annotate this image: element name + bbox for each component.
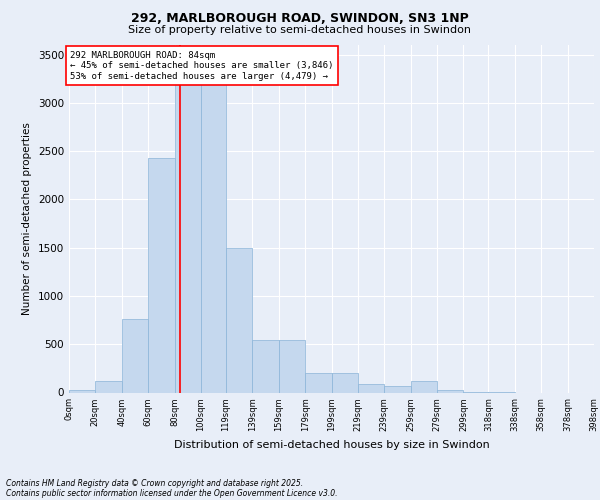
Text: Size of property relative to semi-detached houses in Swindon: Size of property relative to semi-detach… [128,25,472,35]
Bar [331,373,358,392]
Bar [253,340,279,392]
Bar [148,158,175,392]
Y-axis label: Number of semi-detached properties: Number of semi-detached properties [22,122,32,315]
Text: Contains public sector information licensed under the Open Government Licence v3: Contains public sector information licen… [6,488,337,498]
Bar [305,373,331,392]
Bar [95,381,122,392]
Bar [437,390,463,392]
Bar [69,390,95,392]
Bar [410,381,437,392]
Bar [384,386,410,392]
Bar [358,384,384,392]
Bar [201,76,226,392]
Text: 292 MARLBOROUGH ROAD: 84sqm
← 45% of semi-detached houses are smaller (3,846)
53: 292 MARLBOROUGH ROAD: 84sqm ← 45% of sem… [70,51,334,80]
Text: 292, MARLBOROUGH ROAD, SWINDON, SN3 1NP: 292, MARLBOROUGH ROAD, SWINDON, SN3 1NP [131,12,469,26]
Text: Contains HM Land Registry data © Crown copyright and database right 2025.: Contains HM Land Registry data © Crown c… [6,478,303,488]
Bar [226,248,253,392]
Bar [279,340,305,392]
X-axis label: Distribution of semi-detached houses by size in Swindon: Distribution of semi-detached houses by … [173,440,490,450]
Bar [122,319,148,392]
Bar [175,74,201,392]
